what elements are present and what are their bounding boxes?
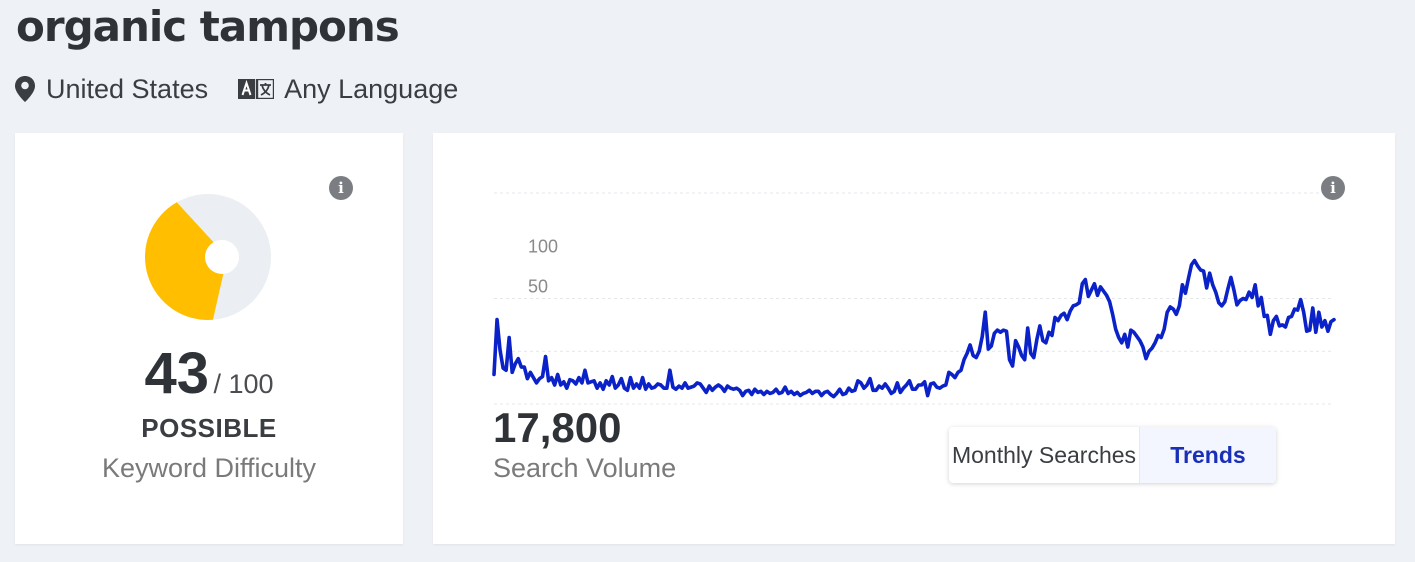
y-tick-label: 50 — [528, 276, 548, 296]
keyword-meta: United States Any Language — [14, 72, 458, 106]
search-volume-value: 17,800 — [493, 404, 622, 451]
keyword-title: organic tampons — [16, 2, 400, 51]
difficulty-label: Keyword Difficulty — [101, 453, 317, 483]
trends-button[interactable]: Trends — [1139, 427, 1276, 483]
trend-series-line — [492, 258, 1336, 399]
monthly-searches-button[interactable]: Monthly Searches — [951, 441, 1137, 468]
view-toggle: Monthly Searches Trends — [949, 427, 1276, 483]
info-icon[interactable]: i — [329, 176, 353, 200]
donut-filled-segment — [144, 202, 224, 320]
location-selector[interactable]: United States — [14, 74, 208, 105]
difficulty-donut — [144, 194, 271, 320]
translate-icon — [238, 79, 275, 99]
language-selector[interactable]: Any Language — [238, 74, 458, 105]
difficulty-score-line: 43 / 100 — [15, 345, 403, 403]
difficulty-max: / 100 — [213, 369, 274, 399]
difficulty-rating: POSSIBLE — [141, 413, 277, 443]
search-volume-card: 100 50 i 17,800 Search Volume Monthly Sea… — [433, 133, 1395, 544]
keyword-difficulty-card: i 43 / 100 POSSIBLE Keyword Difficulty — [15, 133, 403, 544]
language-label: Any Language — [284, 73, 459, 104]
location-label: United States — [46, 73, 209, 104]
difficulty-score: 43 — [144, 341, 209, 406]
map-pin-icon — [15, 76, 35, 102]
trend-chart: 100 50 — [492, 192, 1336, 405]
info-icon[interactable]: i — [1321, 176, 1345, 200]
y-tick-label: 100 — [528, 237, 558, 257]
search-volume-label: Search Volume — [493, 453, 677, 483]
donut-empty-segment — [176, 194, 271, 320]
